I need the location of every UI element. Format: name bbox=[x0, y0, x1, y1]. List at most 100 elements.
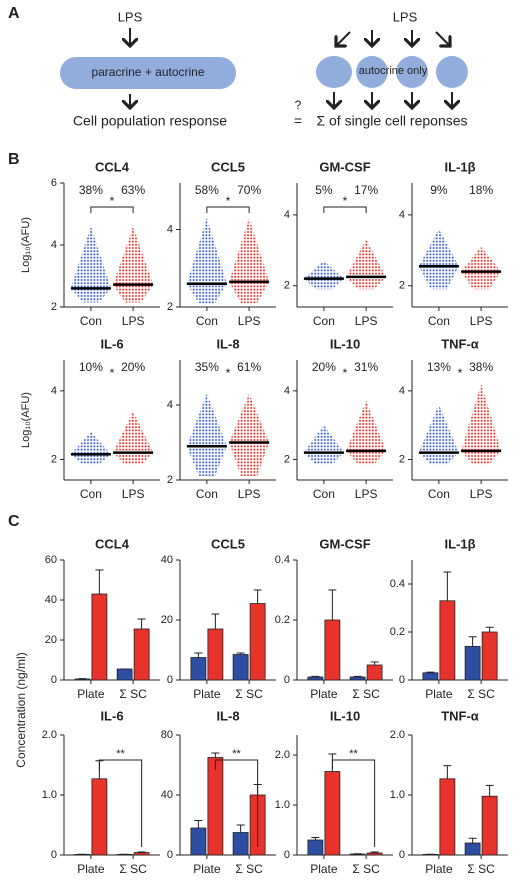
chart-title: TNF-α bbox=[441, 336, 479, 351]
bar bbox=[423, 673, 438, 680]
x-tick-label: Σ SC bbox=[119, 862, 147, 876]
x-tick-label: Plate bbox=[193, 687, 221, 701]
error-bar bbox=[138, 619, 146, 629]
x-tick-label: LPS bbox=[355, 314, 378, 328]
y-tick-label: 20 bbox=[161, 614, 173, 626]
x-tick-label: Σ SC bbox=[235, 687, 263, 701]
bar bbox=[308, 677, 323, 680]
y-tick-label: 2 bbox=[399, 280, 405, 292]
y-tick-label: 40 bbox=[45, 594, 57, 606]
y-tick-label: 2 bbox=[284, 453, 290, 465]
y-tick-label: 0 bbox=[51, 674, 57, 686]
cell-swarm bbox=[304, 425, 344, 464]
y-axis-label: Log₁₀(AFU) bbox=[20, 392, 32, 448]
y-tick-label: 2 bbox=[167, 474, 173, 486]
percent-label: 58% bbox=[195, 183, 219, 197]
x-tick-label: Σ SC bbox=[467, 862, 495, 876]
chart-title: IL-1β bbox=[444, 536, 475, 551]
chart-title: GM-CSF bbox=[319, 536, 370, 551]
x-tick-label: Plate bbox=[193, 862, 221, 876]
equals: = bbox=[294, 113, 302, 129]
percent-label: 61% bbox=[237, 360, 261, 374]
bar bbox=[208, 629, 223, 680]
cell-swarm bbox=[346, 240, 386, 290]
cell-swarm bbox=[187, 394, 227, 477]
chart-title: TNF-α bbox=[441, 708, 479, 723]
percent-label: 13% bbox=[427, 360, 451, 374]
x-tick-label: LPS bbox=[470, 487, 493, 501]
x-tick-label: LPS bbox=[238, 487, 261, 501]
percent-label: 35% bbox=[195, 360, 219, 374]
percent-label: 38% bbox=[469, 360, 493, 374]
y-tick-label: 20 bbox=[45, 634, 57, 646]
bar bbox=[191, 658, 206, 681]
bar bbox=[325, 772, 340, 856]
cell-swarm bbox=[346, 401, 386, 464]
stimulus: LPS bbox=[393, 9, 418, 24]
chart-title: IL-6 bbox=[100, 708, 123, 723]
x-tick-label: Σ SC bbox=[235, 862, 263, 876]
x-tick-label: Con bbox=[196, 314, 218, 328]
chart-title: CCL5 bbox=[211, 159, 245, 174]
y-tick-label: 2 bbox=[51, 453, 57, 465]
percent-label: 20% bbox=[312, 360, 336, 374]
x-tick-label: LPS bbox=[238, 314, 261, 328]
bar bbox=[250, 604, 265, 681]
cell-swarm bbox=[187, 218, 227, 303]
y-tick-label: 60 bbox=[45, 554, 57, 566]
cell-swarm bbox=[113, 226, 153, 302]
x-tick-label: Con bbox=[196, 487, 218, 501]
y-tick-label: 4 bbox=[167, 399, 173, 411]
error-bar bbox=[211, 614, 219, 629]
result: Cell population response bbox=[73, 113, 227, 129]
arrow bbox=[336, 32, 350, 46]
panel-label: A bbox=[8, 5, 20, 22]
y-tick-label: 1.0 bbox=[390, 789, 405, 801]
x-tick-label: Con bbox=[80, 487, 102, 501]
bar bbox=[134, 853, 149, 855]
bar bbox=[92, 594, 107, 680]
bar bbox=[308, 840, 323, 855]
chart-title: IL-8 bbox=[216, 708, 239, 723]
y-tick-label: 0 bbox=[399, 849, 405, 861]
cell-swarm bbox=[229, 394, 269, 477]
chart-title: IL-10 bbox=[330, 708, 360, 723]
x-tick-label: LPS bbox=[122, 314, 145, 328]
y-tick-label: 0 bbox=[399, 674, 405, 686]
cell-swarm bbox=[71, 226, 111, 302]
error-bar bbox=[469, 637, 477, 647]
cell-swarm bbox=[229, 218, 269, 303]
arrow bbox=[436, 32, 450, 46]
y-tick-label: 0.4 bbox=[390, 578, 405, 590]
error-bar bbox=[194, 821, 202, 829]
significance: ** bbox=[232, 748, 241, 760]
cell-swarm bbox=[419, 229, 459, 289]
bar bbox=[92, 779, 107, 855]
y-axis-label: Log₁₀(AFU) bbox=[20, 217, 32, 273]
y-tick-label: 4 bbox=[284, 385, 290, 397]
bar bbox=[233, 655, 248, 681]
y-tick-label: 4 bbox=[51, 239, 57, 251]
cell-swarm bbox=[113, 411, 153, 464]
result: Σ of single cell reponses bbox=[316, 113, 467, 129]
y-tick-label: 2 bbox=[167, 301, 173, 313]
y-tick-label: 2.0 bbox=[390, 729, 405, 741]
significance: * bbox=[110, 194, 115, 208]
chart-title: CCL5 bbox=[211, 536, 245, 551]
cell bbox=[316, 56, 352, 88]
bar bbox=[482, 632, 497, 680]
y-tick-label: 2 bbox=[399, 453, 405, 465]
x-tick-label: Con bbox=[80, 314, 102, 328]
significance: * bbox=[458, 366, 463, 380]
bar bbox=[465, 646, 480, 680]
x-tick-label: Con bbox=[428, 487, 450, 501]
x-tick-label: Plate bbox=[310, 687, 338, 701]
x-tick-label: Plate bbox=[425, 687, 453, 701]
y-tick-label: 0 bbox=[167, 674, 173, 686]
cell bbox=[436, 56, 468, 88]
bar bbox=[465, 843, 480, 855]
question: ? bbox=[295, 98, 302, 112]
bar bbox=[117, 669, 132, 680]
x-tick-label: Con bbox=[428, 314, 450, 328]
